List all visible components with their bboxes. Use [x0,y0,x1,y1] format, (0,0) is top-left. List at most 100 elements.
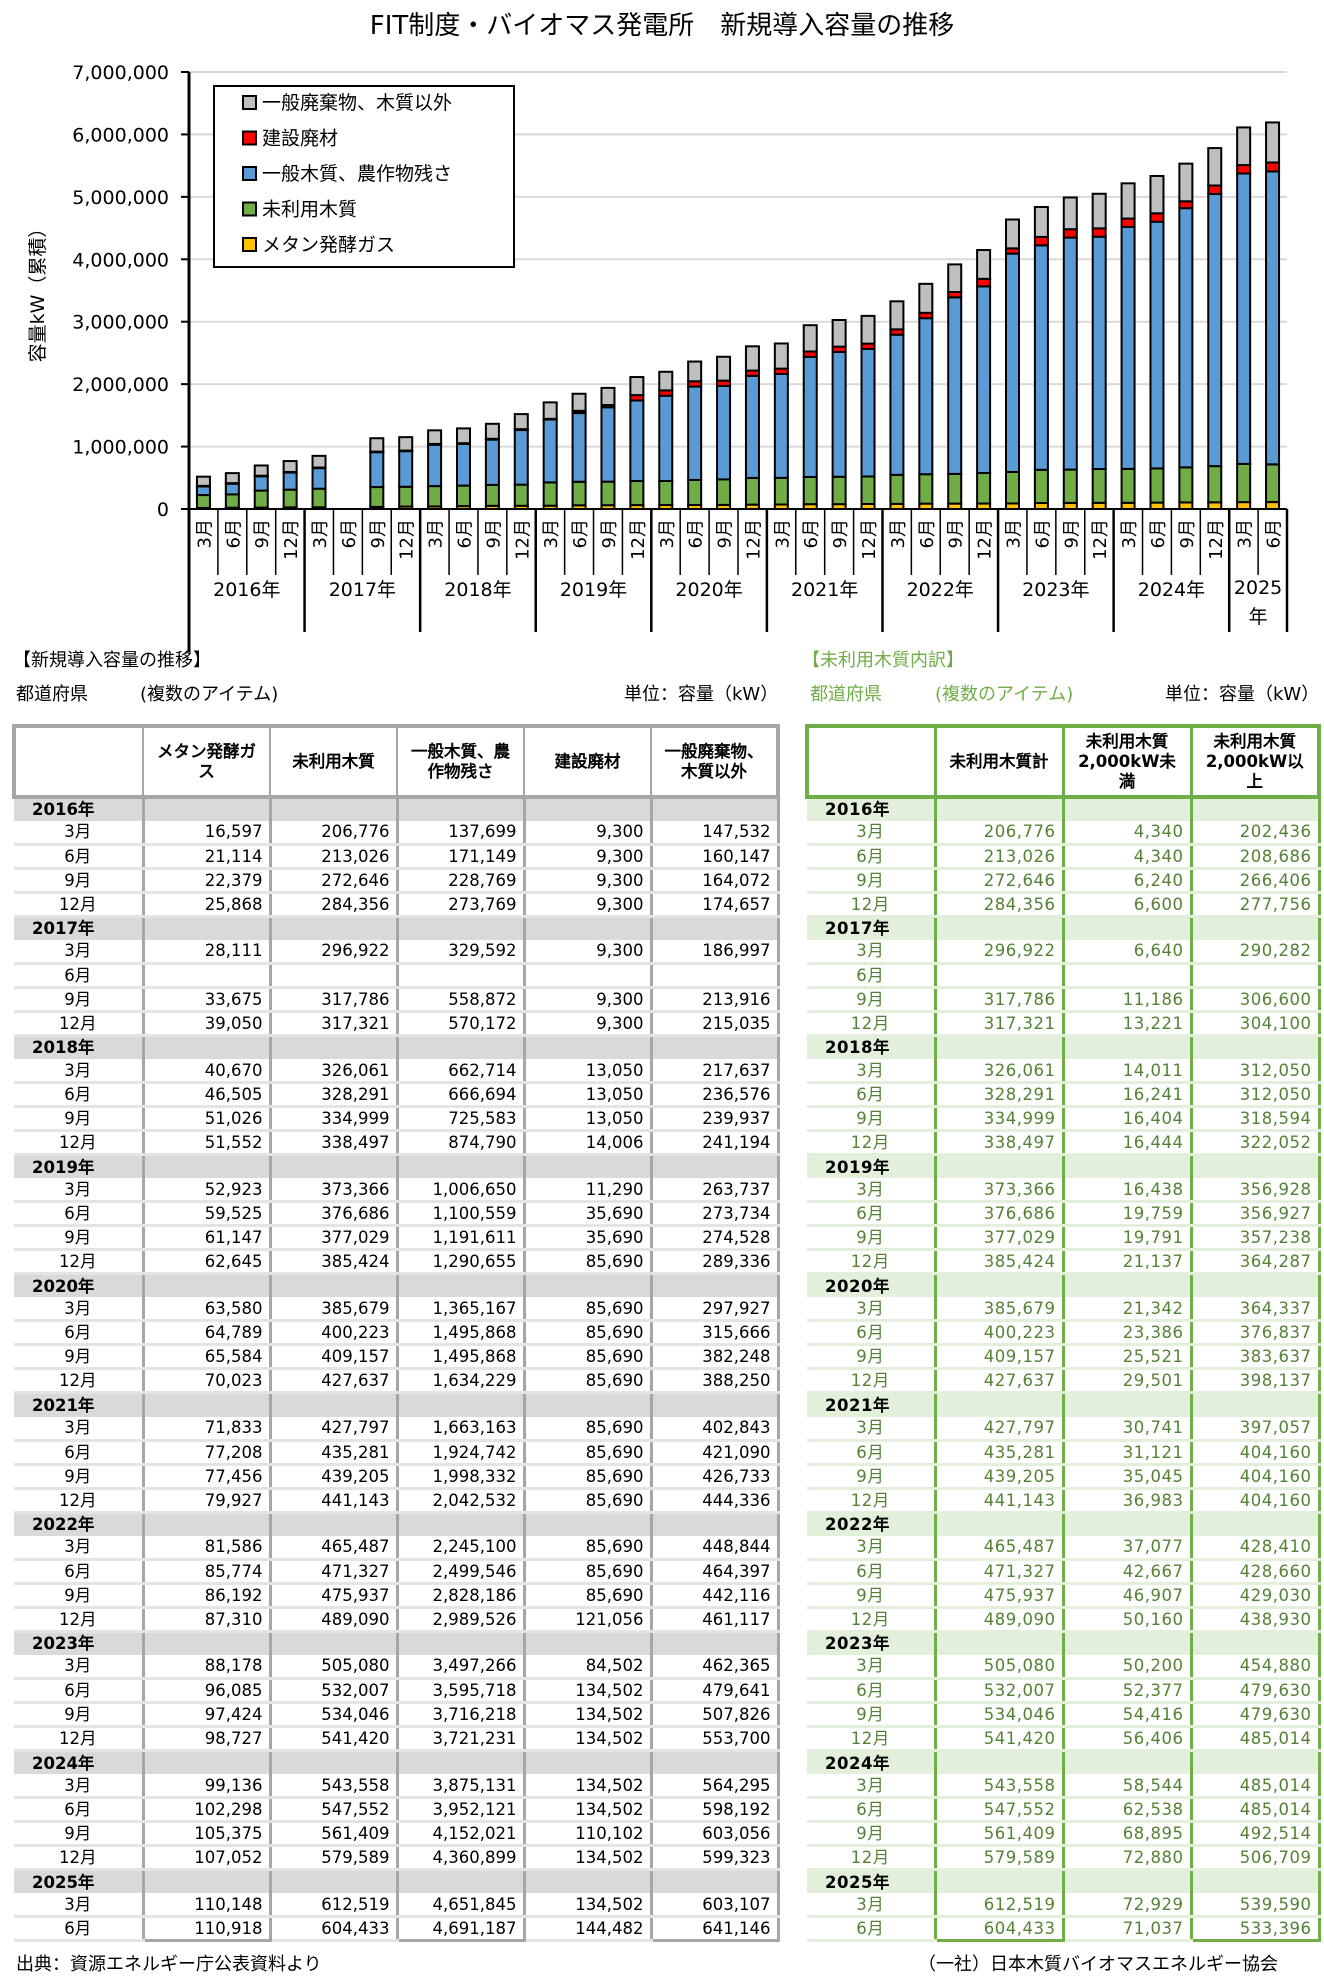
table-row: 12月 579,589 72,880 506,709 [807,1845,1321,1872]
value-cell: 35,690 [524,1201,651,1228]
value-cell: 462,365 [649,1654,780,1680]
bar-segment [918,317,934,476]
bar-segment [484,422,500,440]
value-cell: 11,290 [524,1178,651,1204]
value-cell: 561,409 [270,1821,397,1848]
value-cell: 505,080 [933,1654,1065,1680]
month-label: 3月 [807,1893,935,1919]
cell [141,916,272,940]
x-month-label: 12月 [512,519,533,560]
value-cell: 725,583 [395,1106,526,1133]
value-cell: 1,495,868 [395,1344,526,1371]
month-label: 9月 [14,1344,143,1371]
x-month-label: 3月 [657,519,678,548]
table-row: 3月 465,487 37,077 428,410 [807,1535,1321,1561]
month-label: 3月 [807,820,935,846]
value-cell: 541,420 [933,1726,1065,1752]
cell [270,1512,397,1536]
breakdown-table-filter-value[interactable]: (複数のアイテム) [935,684,1074,705]
cell [524,1512,651,1536]
table-row: 12月 25,868 284,356 273,769 9,300 174,657 [14,892,780,918]
table-row: 12月 39,050 317,321 570,172 9,300 215,035 [14,1011,780,1037]
bar-segment [571,480,587,507]
year-label: 2017年 [807,916,935,940]
x-month-label: 6月 [1148,519,1169,548]
value-cell: 388,250 [649,1368,780,1395]
bar-segment [398,485,414,508]
year-label: 2021年 [807,1392,935,1417]
value-cell: 599,323 [649,1845,780,1872]
value-cell: 1,924,742 [395,1440,526,1466]
year-row: 2025年 [807,1869,1321,1894]
y-tick-label: 0 [157,499,169,521]
value-cell: 475,937 [270,1583,397,1609]
value-cell: 42,667 [1063,1559,1191,1585]
value-cell: 52,923 [141,1178,272,1204]
cell [1189,1869,1321,1894]
value-cell: 134,502 [524,1845,651,1872]
cell [933,1750,1065,1775]
value-cell: 16,438 [1063,1178,1191,1204]
bar-segment [658,479,674,507]
legend-label: 建設廃材 [262,128,338,150]
value-cell: 553,700 [649,1726,780,1752]
bar-segment [1265,170,1281,466]
value-cell: 4,340 [1063,820,1191,846]
x-month-label: 12月 [1090,519,1111,560]
cell [270,916,397,940]
breakdown-table-filter-label[interactable]: 都道府県 [810,684,882,705]
value-cell: 85,690 [524,1249,651,1276]
x-month-label: 9月 [830,519,851,548]
value-cell: 85,690 [524,1297,651,1323]
value-cell: 87,310 [141,1607,272,1633]
year-row: 2023年 [807,1631,1321,1655]
bar-segment [1091,227,1107,238]
table-row: 12月 87,310 489,090 2,989,526 121,056 461,117 [14,1607,780,1633]
month-label: 3月 [807,1535,935,1561]
x-year-label: 2024年 [1138,579,1205,601]
bar-segment [1091,192,1107,230]
value-cell: 16,597 [141,820,272,846]
main-table-unit: 単位：容量（kW） [624,684,779,705]
value-cell: 1,663,163 [395,1416,526,1442]
value-cell: 442,116 [649,1583,780,1609]
month-label: 6月 [14,1559,143,1585]
table-row: 3月 40,670 326,061 662,714 13,050 217,637 [14,1058,780,1085]
month-label: 6月 [14,1797,143,1824]
value-cell: 373,366 [270,1178,397,1204]
value-cell: 97,424 [141,1702,272,1728]
bar-segment [1149,174,1165,215]
month-label: 9月 [14,1225,143,1252]
bar-segment [1178,466,1194,504]
cell [395,1512,526,1536]
x-month-label: 6月 [686,519,707,548]
value-cell: 444,336 [649,1488,780,1514]
y-tick-label: 6,000,000 [72,124,169,146]
value-cell: 1,191,611 [395,1225,526,1252]
month-label: 3月 [807,1416,935,1442]
cell [270,1035,397,1059]
month-label: 6月 [14,1678,143,1704]
bar-segment [802,476,818,506]
main-table-filter-label[interactable]: 都道府県 [16,684,88,705]
value-cell: 40,670 [141,1058,272,1085]
value-cell: 134,502 [524,1678,651,1704]
value-cell: 290,282 [1189,939,1321,965]
main-table-filter-value[interactable]: (複数のアイテム) [140,684,279,705]
value-cell: 85,690 [524,1368,651,1395]
year-row: 2020年 [807,1273,1321,1298]
value-cell: 304,100 [1189,1011,1321,1037]
month-label: 6月 [14,1320,143,1347]
table-row: 3月 16,597 206,776 137,699 9,300 147,532 [14,820,780,846]
value-cell: 441,143 [270,1488,397,1514]
value-cell: 364,287 [1189,1249,1321,1276]
month-label: 12月 [807,1488,935,1514]
year-row: 2023年 [14,1631,780,1655]
value-cell: 534,046 [933,1702,1065,1728]
bar-segment [658,370,674,392]
value-cell: 507,826 [649,1702,780,1728]
header-general-wood: 一般木質、農作物残さ [396,724,524,799]
cell [649,1273,780,1298]
value-cell: 4,651,845 [395,1893,526,1919]
month-label: 9月 [807,1464,935,1490]
